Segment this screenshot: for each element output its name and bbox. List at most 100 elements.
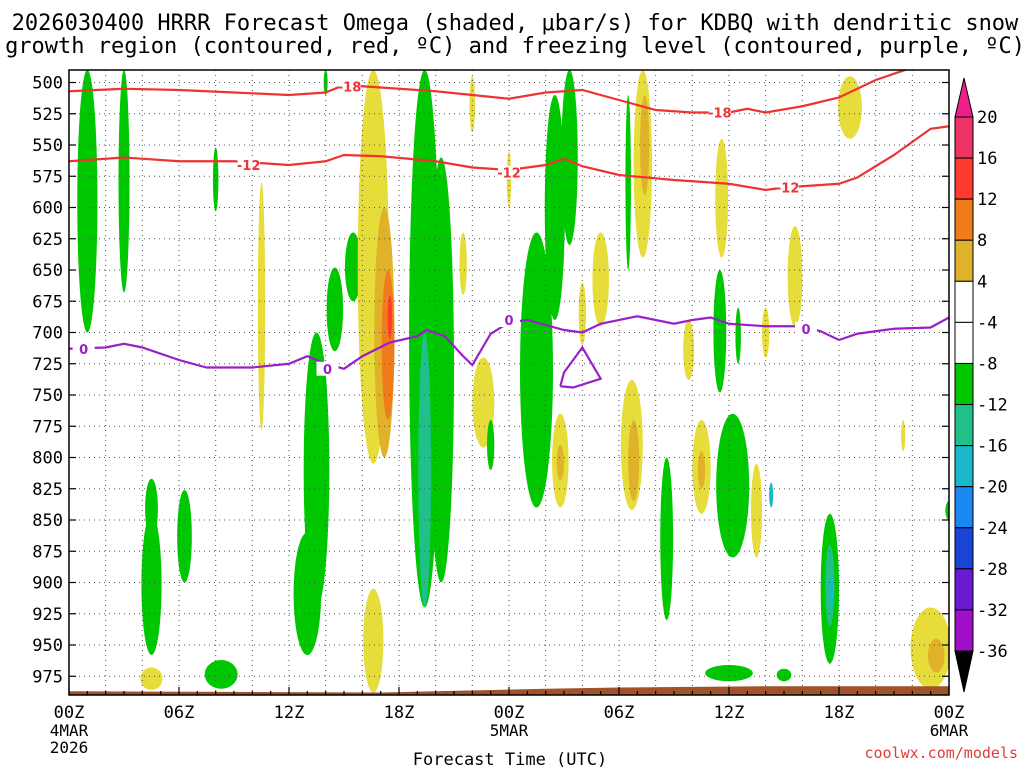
omega-cell bbox=[769, 482, 774, 508]
omega-cell bbox=[829, 576, 834, 608]
colorbar-legend: 20 16 12 8 4 -4 -8 -12 -16 -20 -24 -28 -32 -36 bbox=[954, 77, 1008, 693]
y-tick-label: 600 bbox=[32, 199, 63, 219]
dgz-minus-12-label-bg bbox=[776, 180, 799, 195]
omega-cell bbox=[625, 95, 631, 270]
omega-cell bbox=[787, 226, 803, 327]
x-date-label: 4MAR bbox=[50, 721, 89, 740]
omega-cell bbox=[556, 445, 564, 480]
colorbar-band bbox=[954, 486, 974, 529]
omega-cell bbox=[118, 70, 130, 293]
colorbar-label: 4 bbox=[977, 272, 987, 292]
y-tick-label: 900 bbox=[32, 574, 63, 594]
dgz-minus-12-label: -12 bbox=[237, 159, 261, 174]
plot-area: -18 -18 -12 -12 -12 0 0 0 0 500 525 550 575 600 625 650… bbox=[32, 69, 969, 757]
omega-cell bbox=[257, 182, 266, 430]
freezing-level-label-bg bbox=[795, 321, 817, 336]
omega-cell bbox=[177, 490, 192, 583]
omega-cell bbox=[344, 232, 362, 302]
colorbar-band bbox=[954, 321, 974, 364]
freezing-level-loop-line bbox=[559, 345, 603, 389]
colorbar-band bbox=[954, 527, 974, 570]
omega-cell bbox=[323, 70, 328, 95]
x-year-label: 2026 bbox=[50, 738, 89, 757]
x-tick-label: 12Z bbox=[274, 703, 305, 723]
dgz-minus-12-line bbox=[69, 125, 949, 192]
omega-cell bbox=[140, 667, 163, 690]
omega-shading bbox=[77, 70, 949, 693]
freezing-level-label: 0 bbox=[504, 314, 513, 329]
freezing-level-label: 0 bbox=[323, 363, 332, 378]
y-tick-label: 525 bbox=[32, 105, 63, 125]
omega-cell bbox=[428, 157, 454, 583]
chart-title-line1: 2026030400 HRRR Forecast Omega (shaded, … bbox=[12, 11, 1019, 36]
credit-text: coolwx.com/models bbox=[864, 744, 1018, 762]
x-tick-label: 00Z bbox=[934, 703, 965, 723]
colorbar-label: 8 bbox=[977, 231, 987, 251]
dgz-minus-12-label-bg bbox=[237, 158, 260, 172]
omega-cell bbox=[592, 232, 609, 327]
colorbar-band bbox=[954, 362, 974, 406]
freezing-level-label: 0 bbox=[801, 323, 810, 338]
colorbar-band bbox=[954, 568, 974, 611]
dgz-minus-18-label: -18 bbox=[708, 107, 732, 122]
y-tick-label: 825 bbox=[32, 480, 63, 500]
dgz-minus-18-line bbox=[69, 70, 909, 114]
omega-cell bbox=[578, 282, 586, 345]
y-tick-label: 975 bbox=[32, 667, 63, 687]
omega-cell bbox=[713, 270, 727, 393]
y-tick-label: 850 bbox=[32, 511, 63, 531]
dgz-minus-12-label: -12 bbox=[497, 167, 521, 182]
omega-cell bbox=[459, 232, 467, 295]
colorbar-label: -28 bbox=[977, 560, 1008, 580]
y-tick-label: 800 bbox=[32, 449, 63, 469]
omega-cell bbox=[715, 138, 729, 258]
omega-cell bbox=[212, 147, 219, 212]
omega-cell bbox=[660, 457, 674, 620]
y-tick-label: 700 bbox=[32, 324, 63, 344]
omega-cell bbox=[363, 588, 384, 693]
freezing-level-label-bg bbox=[498, 313, 520, 327]
x-axis-title: Forecast Time (UTC) bbox=[413, 750, 607, 768]
colorbar-band bbox=[954, 445, 974, 488]
colorbar-under-arrow bbox=[954, 650, 974, 693]
y-tick-label: 575 bbox=[32, 167, 63, 187]
y-tick-label: 625 bbox=[32, 230, 63, 250]
omega-cell bbox=[683, 320, 695, 380]
omega-cell bbox=[735, 307, 741, 364]
omega-cell bbox=[387, 295, 393, 339]
omega-cell bbox=[901, 420, 906, 452]
colorbar-label: -36 bbox=[977, 642, 1008, 662]
y-tick-label: 500 bbox=[32, 74, 63, 94]
omega-cell bbox=[628, 420, 640, 502]
omega-cell bbox=[716, 413, 750, 558]
x-tick-label: 18Z bbox=[384, 703, 415, 723]
dgz-minus-18-label-bg bbox=[338, 79, 361, 94]
dgz-minus-18-label-bg bbox=[708, 105, 731, 120]
omega-cell bbox=[418, 332, 432, 608]
colorbar-over-arrow bbox=[954, 77, 974, 118]
colorbar-label: -20 bbox=[977, 478, 1008, 498]
omega-cell bbox=[326, 267, 344, 352]
omega-cell bbox=[141, 513, 162, 655]
x-tick-label: 00Z bbox=[494, 703, 525, 723]
colorbar-label: -8 bbox=[977, 354, 997, 374]
colorbar-label: -12 bbox=[977, 396, 1008, 416]
omega-cell bbox=[762, 307, 770, 358]
x-date-label: 5MAR bbox=[490, 721, 529, 740]
colorbar-label: -24 bbox=[977, 519, 1008, 539]
colorbar-band bbox=[954, 157, 974, 200]
x-tick-label: 18Z bbox=[824, 703, 855, 723]
x-tick-label: 00Z bbox=[54, 703, 85, 723]
colorbar-label: -4 bbox=[977, 313, 997, 333]
omega-cell bbox=[77, 70, 98, 333]
omega-cell bbox=[487, 420, 495, 470]
dgz-minus-18-label: -18 bbox=[338, 80, 362, 95]
freezing-level-label-bg bbox=[72, 341, 95, 356]
omega-cell bbox=[697, 451, 706, 489]
omega-cell bbox=[469, 76, 476, 133]
y-tick-label: 650 bbox=[32, 261, 63, 281]
x-tick-label: 06Z bbox=[604, 703, 635, 723]
y-tick-label: 750 bbox=[32, 386, 63, 406]
freezing-level-label-bg bbox=[316, 361, 339, 376]
